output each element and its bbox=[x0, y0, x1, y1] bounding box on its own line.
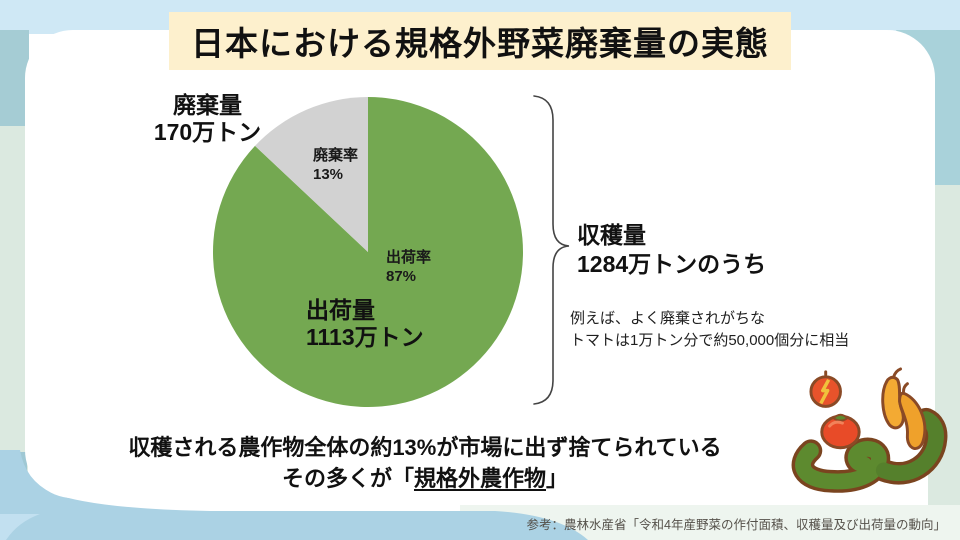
conclusion-prefix: その多くが「 bbox=[281, 466, 414, 491]
waste-rate-label: 廃棄率 13% bbox=[313, 146, 358, 184]
slide-title: 日本における規格外野菜廃棄量の実態 bbox=[169, 12, 791, 70]
ship-amount-title: 出荷量 bbox=[306, 297, 375, 323]
cucumber-icon bbox=[791, 407, 948, 493]
waste-rate-title: 廃棄率 bbox=[313, 147, 359, 164]
harvest-total-title: 収穫量 bbox=[577, 222, 646, 248]
pepper-icon bbox=[881, 367, 905, 430]
waste-amount-value: 170万トン bbox=[153, 119, 262, 145]
example-line1: 例えば、よく廃棄されがちな bbox=[570, 310, 766, 327]
conclusion-suffix: 」 bbox=[546, 466, 569, 491]
pie-slice-waste bbox=[255, 97, 368, 252]
ship-amount-label: 出荷量 1113万トン bbox=[306, 297, 424, 351]
ship-rate-label: 出荷率 87% bbox=[386, 248, 431, 286]
brace-icon bbox=[533, 95, 570, 405]
waste-amount-label: 廃棄量 170万トン bbox=[120, 92, 295, 146]
example-annotation: 例えば、よく廃棄されがちな トマトは1万トン分で約50,000個分に相当 bbox=[570, 308, 849, 352]
irregular-vegetables-illustration bbox=[791, 367, 948, 493]
conclusion-emphasis: 規格外農作物 bbox=[413, 466, 546, 491]
waste-rate-value: 13% bbox=[313, 166, 344, 183]
source-citation: 参考：農林水産省「令和4年産野菜の作付面積、収穫量及び出荷量の動向」 bbox=[526, 518, 946, 532]
waste-amount-title: 廃棄量 bbox=[173, 92, 242, 118]
tomato-icon bbox=[809, 370, 842, 408]
conclusion-text: 収穫される農作物全体の約13%が市場に出ず捨てられている その多くが「規格外農作… bbox=[25, 432, 825, 494]
conclusion-line2: その多くが「規格外農作物」 bbox=[25, 463, 825, 494]
pie-chart bbox=[213, 97, 524, 408]
example-line2: トマトは1万トン分で約50,000個分に相当 bbox=[570, 332, 850, 349]
pepper-icon bbox=[898, 382, 927, 450]
conclusion-line1: 収穫される農作物全体の約13%が市場に出ず捨てられている bbox=[128, 435, 722, 460]
ship-rate-title: 出荷率 bbox=[386, 249, 432, 266]
harvest-total-label: 収穫量 1284万トンのうち bbox=[577, 221, 766, 279]
pie-slice-shipped bbox=[213, 97, 524, 408]
tomato-icon bbox=[820, 413, 861, 450]
ship-amount-value: 1113万トン bbox=[306, 324, 424, 350]
ship-rate-value: 87% bbox=[386, 268, 417, 285]
harvest-total-value: 1284万トンのうち bbox=[577, 251, 767, 277]
